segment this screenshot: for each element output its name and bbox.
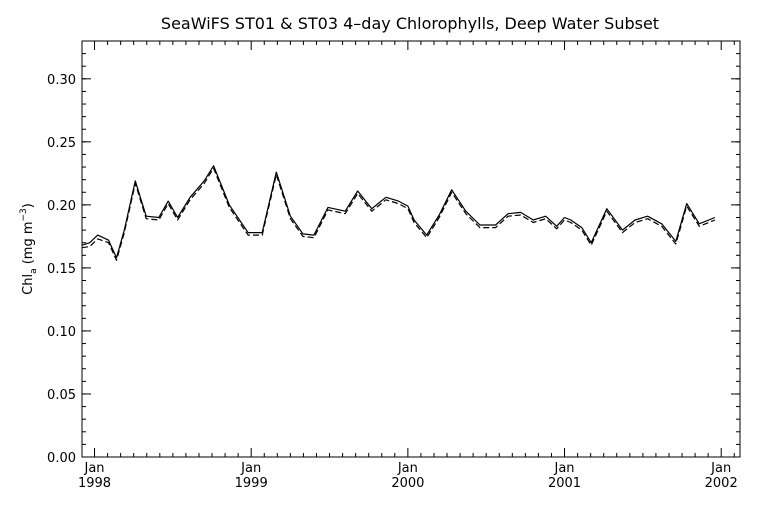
y-axis-label-units-close: ) (21, 203, 36, 208)
y-tick-label: 0.25 (47, 136, 76, 151)
x-tick-month: Jan (240, 461, 261, 476)
y-axis-label-superscript: −3 (19, 208, 29, 221)
y-tick-label: 0.15 (47, 262, 76, 277)
series-line-solid (81, 165, 716, 259)
plot-frame (81, 40, 741, 458)
x-tick-year: 2000 (391, 476, 424, 491)
series-line-dashed (81, 167, 716, 261)
x-tick-year: 2001 (548, 476, 581, 491)
data-series (81, 165, 716, 261)
x-tick-month: Jan (554, 461, 575, 476)
chart-title: SeaWiFS ST01 & ST03 4–day Chlorophylls, … (161, 14, 659, 33)
y-tick-label: 0.05 (47, 388, 76, 403)
y-axis-label: Chla (mg m−3) (19, 203, 39, 295)
y-axis-label-units: (mg m (21, 221, 36, 268)
y-tick-label: 0.30 (47, 73, 76, 88)
x-tick-month: Jan (397, 461, 418, 476)
y-tick-label: 0.10 (47, 325, 76, 340)
y-axis-label-base: Chl (21, 274, 36, 295)
y-axis-label-subscript: a (29, 268, 39, 274)
y-axis-ticks: 0.00 0.05 0.10 0.15 0.20 0.25 0.30 (47, 40, 740, 466)
y-tick-label: 0.20 (47, 199, 76, 214)
x-tick-year: 2002 (705, 476, 738, 491)
y-tick-label: 0.00 (47, 451, 76, 466)
x-tick-month: Jan (710, 461, 731, 476)
x-tick-month: Jan (84, 461, 105, 476)
x-tick-year: 1999 (235, 476, 268, 491)
x-tick-year: 1998 (78, 476, 111, 491)
